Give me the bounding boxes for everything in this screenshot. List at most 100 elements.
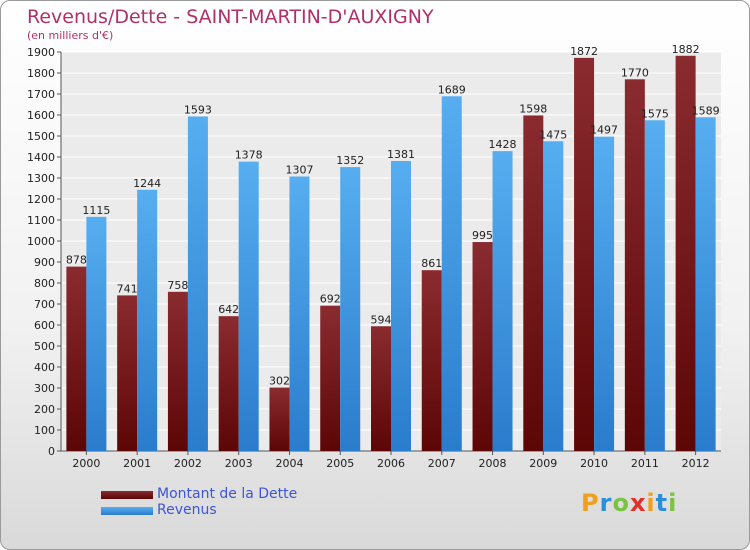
x-tick-label: 2004 bbox=[275, 457, 303, 470]
bar-dette bbox=[320, 305, 341, 451]
chart-title: Revenus/Dette - SAINT-MARTIN-D'AUXIGNY bbox=[27, 6, 434, 28]
bar-dette bbox=[167, 291, 188, 451]
data-label: 1872 bbox=[570, 45, 598, 58]
bar-revenus bbox=[644, 120, 665, 451]
data-label: 1352 bbox=[336, 154, 364, 167]
x-tick-label: 2011 bbox=[631, 457, 659, 470]
y-tick-label: 1000 bbox=[27, 235, 55, 248]
y-tick-label: 0 bbox=[48, 445, 55, 458]
logo-letter: i bbox=[668, 489, 678, 517]
bar-revenus bbox=[137, 189, 158, 451]
bar-revenus bbox=[441, 96, 462, 451]
data-label: 1475 bbox=[539, 128, 567, 141]
x-tick-label: 2001 bbox=[123, 457, 151, 470]
data-label: 758 bbox=[167, 279, 188, 292]
data-label: 1770 bbox=[621, 66, 649, 79]
data-label: 1575 bbox=[641, 107, 669, 120]
bar-dette bbox=[624, 79, 645, 452]
x-tick-label: 2009 bbox=[529, 457, 557, 470]
bar-dette bbox=[371, 326, 391, 451]
logo-letter: r bbox=[599, 489, 613, 517]
bar-dette bbox=[66, 266, 87, 451]
y-tick-label: 300 bbox=[34, 382, 55, 395]
y-tick-label: 1200 bbox=[27, 193, 55, 206]
logo-letter: t bbox=[655, 489, 669, 517]
x-tick-label: 2007 bbox=[428, 457, 456, 470]
y-tick-label: 1800 bbox=[27, 67, 55, 80]
data-label: 1378 bbox=[235, 149, 263, 162]
bar-dette bbox=[523, 115, 544, 452]
y-tick-label: 1700 bbox=[27, 88, 55, 101]
bar-dette bbox=[675, 55, 696, 451]
data-label: 1589 bbox=[692, 104, 720, 117]
x-tick-label: 2002 bbox=[174, 457, 202, 470]
x-tick-label: 2008 bbox=[479, 457, 507, 470]
data-label: 878 bbox=[66, 254, 87, 267]
data-label: 861 bbox=[421, 257, 442, 270]
data-label: 692 bbox=[320, 293, 341, 306]
bar-revenus bbox=[289, 176, 310, 451]
data-label: 1428 bbox=[489, 138, 517, 151]
bar-revenus bbox=[86, 216, 107, 451]
legend-label-dette: Montant de la Dette bbox=[157, 486, 298, 502]
y-tick-label: 900 bbox=[34, 256, 55, 269]
y-tick-label: 1900 bbox=[27, 46, 55, 59]
y-tick-label: 500 bbox=[34, 340, 55, 353]
legend-swatch-revenus bbox=[101, 507, 153, 515]
data-label: 1598 bbox=[519, 102, 547, 115]
data-label: 1497 bbox=[590, 124, 618, 137]
legend-swatch-dette bbox=[101, 491, 153, 499]
y-tick-label: 1500 bbox=[27, 130, 55, 143]
data-label: 642 bbox=[218, 303, 239, 316]
y-tick-label: 1100 bbox=[27, 214, 55, 227]
x-tick-label: 2005 bbox=[326, 457, 354, 470]
y-tick-label: 400 bbox=[34, 361, 55, 374]
x-tick-label: 2010 bbox=[580, 457, 608, 470]
bar-revenus bbox=[391, 160, 411, 452]
data-label: 1381 bbox=[387, 148, 415, 161]
x-tick-label: 2003 bbox=[225, 457, 253, 470]
bar-dette bbox=[117, 295, 138, 451]
x-tick-label: 2006 bbox=[377, 457, 405, 470]
data-label: 1244 bbox=[133, 177, 161, 190]
y-tick-label: 1600 bbox=[27, 109, 55, 122]
data-label: 302 bbox=[269, 375, 290, 388]
bar-revenus bbox=[238, 161, 259, 451]
bar-dette bbox=[269, 387, 290, 451]
bar-dette bbox=[218, 316, 239, 451]
logo-letter: x bbox=[629, 489, 647, 517]
data-label: 1882 bbox=[672, 43, 700, 56]
chart-subtitle: (en milliers d'€) bbox=[27, 29, 114, 42]
data-label: 995 bbox=[472, 229, 493, 242]
y-tick-label: 1300 bbox=[27, 172, 55, 185]
bar-revenus bbox=[695, 117, 716, 451]
data-label: 1689 bbox=[438, 83, 466, 96]
bar-revenus bbox=[543, 141, 564, 451]
x-tick-label: 2000 bbox=[72, 457, 100, 470]
bar-revenus bbox=[492, 151, 513, 451]
x-tick-label: 2012 bbox=[682, 457, 710, 470]
logo-letter: i bbox=[646, 489, 656, 517]
logo-letter: o bbox=[612, 489, 630, 517]
proxiti-logo: Proxiti bbox=[581, 489, 677, 517]
bar-revenus bbox=[594, 136, 615, 451]
data-label: 741 bbox=[117, 282, 138, 295]
data-label: 1307 bbox=[285, 164, 313, 177]
y-tick-label: 100 bbox=[34, 424, 55, 437]
data-label: 594 bbox=[371, 313, 392, 326]
logo-letter: P bbox=[581, 489, 600, 517]
bar-dette bbox=[472, 242, 493, 451]
y-tick-label: 200 bbox=[34, 403, 55, 416]
y-tick-label: 700 bbox=[34, 298, 55, 311]
bar-revenus bbox=[340, 167, 361, 451]
y-tick-label: 600 bbox=[34, 319, 55, 332]
y-tick-label: 800 bbox=[34, 277, 55, 290]
bar-dette bbox=[574, 57, 595, 451]
legend-label-revenus: Revenus bbox=[157, 502, 217, 518]
data-label: 1115 bbox=[82, 204, 110, 217]
data-label: 1593 bbox=[184, 103, 212, 116]
y-tick-label: 1400 bbox=[27, 151, 55, 164]
bar-dette bbox=[421, 270, 442, 451]
